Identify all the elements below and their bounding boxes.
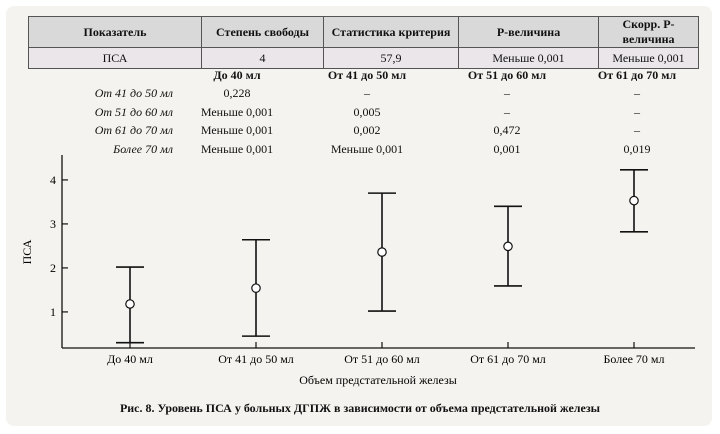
pairwise-header-row: До 40 мл От 41 до 50 мл От 51 до 60 мл О…	[30, 66, 697, 85]
pairwise-col-header: От 41 до 50 мл	[327, 67, 407, 82]
pairwise-comparison-table: До 40 мл От 41 до 50 мл От 51 до 60 мл О…	[30, 66, 697, 159]
pairwise-row-label: От 61 до 70 мл	[94, 123, 173, 138]
pairwise-col-header: До 40 мл	[213, 67, 261, 82]
pairwise-row-label: От 51 до 60 мл	[94, 104, 173, 119]
figure-panel	[6, 6, 712, 426]
x-tick-label: От 41 до 50 мл	[218, 352, 294, 366]
pairwise-cell: Меньше 0,001	[330, 141, 404, 156]
mean-point	[377, 247, 387, 257]
pairwise-cell: –	[504, 86, 510, 101]
pairwise-row-label: От 41 до 50 мл	[94, 86, 173, 101]
pairwise-cell: Меньше 0,001	[200, 104, 274, 119]
x-tick-label: От 51 до 60 мл	[344, 352, 420, 366]
pairwise-cell: 0,001	[493, 141, 521, 156]
mean-point	[503, 241, 513, 252]
pairwise-col-header: От 61 до 70 мл	[597, 67, 677, 82]
pairwise-cell: –	[634, 86, 640, 101]
y-tick-label: 3	[50, 217, 56, 231]
pairwise-row: Более 70 мл Меньше 0,001 Меньше 0,001 0,…	[30, 140, 697, 159]
pairwise-cell: –	[504, 104, 510, 119]
error-bars	[116, 169, 648, 344]
pairwise-cell: –	[364, 86, 370, 101]
table-header-cell: Р-величина	[458, 16, 599, 48]
table-row: ПСА 4 57,9 Меньше 0,001 Меньше 0,001	[28, 47, 699, 69]
table-cell: 4	[201, 47, 324, 69]
pairwise-cell: Меньше 0,001	[200, 123, 274, 138]
y-ticks: 1 2 3 4	[50, 173, 68, 319]
table-cell: Меньше 0,001	[458, 47, 599, 69]
pairwise-row-label: Более 70 мл	[113, 141, 173, 156]
table-cell: 57,9	[323, 47, 459, 69]
y-tick-label: 2	[50, 261, 56, 275]
y-axis-label: ПСА	[20, 239, 34, 264]
y-tick-label: 1	[50, 305, 56, 319]
table-header-cell: Показатель	[28, 16, 202, 48]
table-header-row: Показатель Степень свободы Статистика кр…	[28, 16, 699, 48]
x-tick-label: Более 70 мл	[604, 352, 665, 366]
pairwise-cell: –	[634, 123, 640, 138]
pairwise-cell: 0,019	[623, 141, 651, 156]
pairwise-cell: 0,228	[223, 86, 251, 101]
x-axis-label: Объем предстательной железы	[299, 373, 457, 387]
table-header-cell: Скорр. Р-величина	[598, 16, 699, 48]
table-cell: Меньше 0,001	[598, 47, 699, 69]
x-tick-label: От 61 до 70 мл	[470, 352, 546, 366]
y-tick-label: 4	[50, 173, 56, 187]
table-header-cell: Степень свободы	[201, 16, 324, 48]
statistics-table: Показатель Степень свободы Статистика кр…	[28, 16, 699, 69]
pairwise-cell: Меньше 0,001	[200, 141, 274, 156]
mean-point	[251, 283, 261, 293]
pairwise-row: От 51 до 60 мл Меньше 0,001 0,005 – –	[30, 103, 697, 122]
pairwise-col-header: От 51 до 60 мл	[467, 67, 547, 82]
x-tick-label: До 40 мл	[107, 352, 153, 366]
pairwise-cell: 0,002	[353, 123, 381, 138]
pairwise-cell: 0,005	[353, 104, 381, 119]
pairwise-cell: 0,472	[493, 123, 521, 138]
mean-point	[629, 195, 639, 206]
table-header-cell: Статистика критерия	[323, 16, 459, 48]
table-cell: ПСА	[28, 47, 202, 69]
pairwise-cell: –	[634, 104, 640, 119]
mean-point	[125, 299, 135, 309]
x-ticks: До 40 мл От 41 до 50 мл От 51 до 60 мл От 6…	[107, 342, 664, 366]
pairwise-row: От 41 до 50 мл 0,228 – – –	[30, 85, 697, 104]
pairwise-row: От 61 до 70 мл Меньше 0,001 0,002 0,472 …	[30, 122, 697, 141]
figure-caption: Рис. 8. Уровень ПСА у больных ДГПЖ в зав…	[119, 401, 601, 415]
